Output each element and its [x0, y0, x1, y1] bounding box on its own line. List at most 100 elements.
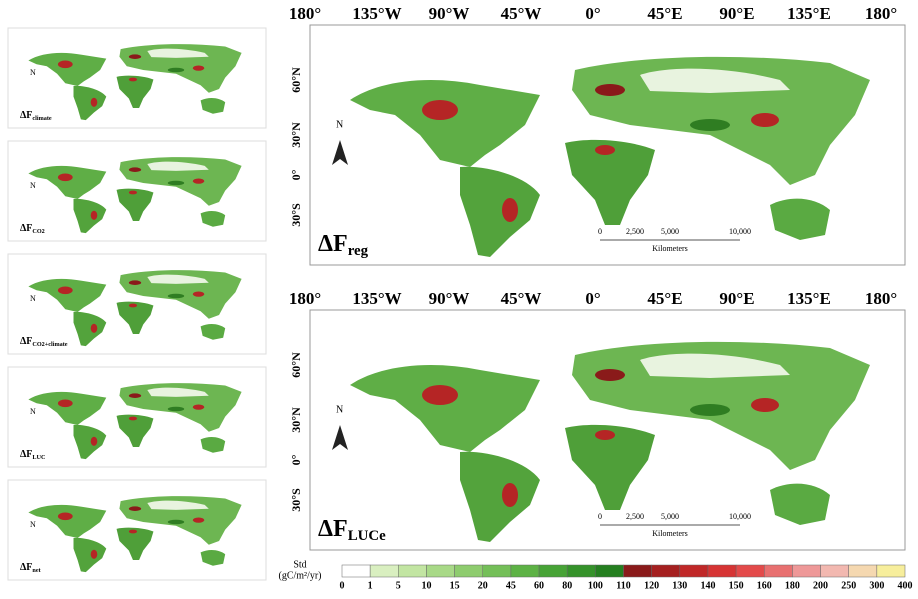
scale-label: 2,500 [626, 512, 644, 521]
legend-tick: 5 [396, 580, 401, 591]
lon-label: 45°W [501, 289, 542, 308]
north-arrow: N [30, 68, 36, 77]
legend-tick: 0 [340, 580, 345, 591]
label-main: ΔF [318, 231, 348, 257]
label-main: ΔF [318, 516, 348, 542]
panel-label: ΔFreg [318, 231, 369, 260]
scale-label: 10,000 [729, 227, 751, 236]
legend-swatch [341, 564, 371, 578]
legend-swatch [764, 564, 793, 578]
lon-label: 0° [585, 289, 600, 308]
legend: Std(gC/m²/yr)0 1 5 10 15 20 45 60 80 100 110 120 130… [279, 559, 913, 591]
lon-label: 180° [289, 289, 321, 308]
scale-label: 10,000 [729, 512, 751, 521]
legend-swatch [398, 564, 427, 578]
lat-label: 60°N [289, 352, 303, 378]
legend-tick: 160 [757, 580, 772, 591]
legend-swatch [792, 564, 821, 578]
scale-unit: Kilometers [652, 529, 688, 538]
scale-label: 0 [598, 227, 602, 236]
legend-tick: 250 [841, 580, 856, 591]
legend-title: Std [293, 559, 306, 570]
label-sub: net [32, 567, 41, 574]
scale-label: 5,000 [661, 227, 679, 236]
lon-label: 135°W [352, 289, 401, 308]
small-panel: N ΔFLUC [7, 366, 267, 468]
lon-label: 135°W [352, 4, 401, 23]
scale-label: 0 [598, 512, 602, 521]
lon-label: 45°E [647, 4, 682, 23]
lon-label: 0° [585, 4, 600, 23]
lon-label: 90°W [429, 289, 470, 308]
small-panel: N ΔFnet [7, 479, 267, 581]
legend-swatch [454, 564, 484, 578]
lon-label: 135°E [787, 4, 831, 23]
legend-tick: 180 [785, 580, 800, 591]
legend-tick: 100 [588, 580, 603, 591]
legend-tick: 60 [534, 580, 544, 591]
label-main: ΔF [20, 223, 32, 234]
small-panel: N ΔFclimate [7, 27, 267, 129]
legend-tick: 200 [813, 580, 828, 591]
legend-tick: 110 [616, 580, 630, 591]
label-sub: CO2+climate [32, 341, 67, 348]
lat-label: 30°N [289, 407, 303, 433]
panel-label: ΔFLUCe [318, 516, 386, 545]
label-sub: LUCe [348, 529, 386, 545]
panel-label: ΔFCO2 [20, 223, 45, 235]
legend-tick: 20 [478, 580, 488, 591]
label-sub: CO2 [32, 228, 44, 235]
lon-label: 90°W [429, 4, 470, 23]
lat-label: 30°N [289, 122, 303, 148]
north-arrow: N [30, 294, 36, 303]
lon-label: 45°E [647, 289, 682, 308]
legend-swatch [426, 564, 455, 578]
legend-tick: 80 [562, 580, 572, 591]
legend-swatch [595, 564, 624, 578]
lon-label: 45°W [501, 4, 542, 23]
lon-label: 90°E [719, 4, 754, 23]
legend-swatch [510, 564, 540, 578]
legend-swatch [369, 564, 399, 578]
label-main: ΔF [20, 110, 32, 121]
panel-label: ΔFnet [20, 562, 42, 574]
lon-label: 180° [865, 4, 897, 23]
legend-tick: 150 [729, 580, 744, 591]
legend-tick: 140 [700, 580, 715, 591]
panel-label: ΔFCO2+climate [20, 336, 68, 348]
legend-tick: 10 [421, 580, 431, 591]
north-arrow: N [30, 520, 36, 529]
small-panels: NΔFclimateNΔFCO2NΔFCO2+climateNΔFLUCNΔFn… [7, 27, 267, 581]
legend-swatch [482, 564, 512, 578]
legend-swatch [538, 564, 568, 578]
label-sub: climate [32, 115, 51, 122]
lat-label: 0° [289, 454, 303, 465]
legend-swatch [820, 564, 849, 578]
scale-label: 2,500 [626, 227, 644, 236]
legend-swatch [623, 564, 652, 578]
small-panel: N ΔFCO2 [7, 140, 267, 242]
legend-tick: 1 [368, 580, 373, 591]
legend-tick: 300 [869, 580, 884, 591]
label-main: ΔF [20, 562, 32, 573]
lon-label: 135°E [787, 289, 831, 308]
scale-unit: Kilometers [652, 244, 688, 253]
lon-label: 180° [865, 289, 897, 308]
legend-title: (gC/m²/yr) [279, 570, 322, 581]
legend-tick: 45 [506, 580, 516, 591]
north-arrow: N [30, 181, 36, 190]
lat-label: 60°N [289, 67, 303, 93]
scale-label: 5,000 [661, 512, 679, 521]
main-panel: 180° 135°W 90°W 45°W 0° 45°E 90°E 135°E 180° 60°N… [289, 4, 906, 266]
legend-swatch [651, 564, 681, 578]
legend-swatch [735, 564, 765, 578]
label-sub: reg [348, 244, 369, 260]
legend-swatch [566, 564, 596, 578]
panel-label: ΔFLUC [20, 449, 45, 461]
lon-label: 180° [289, 4, 321, 23]
legend-tick: 120 [644, 580, 659, 591]
north-arrow-shape [332, 425, 348, 450]
lon-label: 90°E [719, 289, 754, 308]
legend-tick: 130 [672, 580, 687, 591]
